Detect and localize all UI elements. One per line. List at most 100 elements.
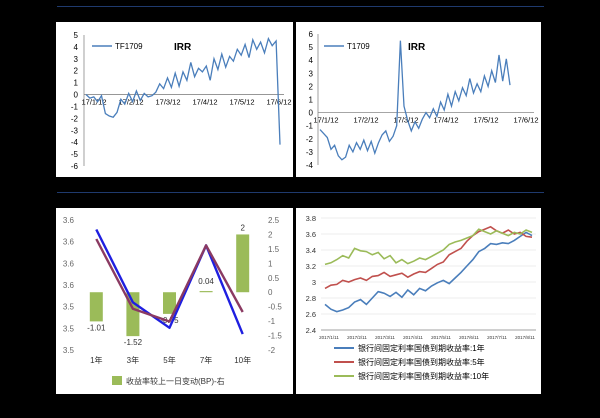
right-y-tick-label: 1.5: [268, 245, 280, 254]
legend-label: T1709: [347, 42, 370, 51]
x-tick-label: 2017/8/11: [515, 335, 535, 340]
y-tick-label: -2: [71, 114, 79, 123]
y-tick-label: 0: [74, 91, 79, 100]
left-y-tick-label: 3.6: [63, 259, 75, 268]
y-tick-label: -4: [71, 138, 79, 147]
category-label: 10年: [234, 355, 251, 365]
left-y-tick-label: 3.5: [63, 303, 75, 312]
right-y-tick-label: 2: [268, 230, 273, 239]
x-tick-label: 2017/3/11: [375, 335, 395, 340]
x-tick-label: 17/5/12: [473, 116, 498, 125]
x-tick-label: 17/1/12: [313, 116, 338, 125]
y-tick-label: 2.4: [306, 326, 316, 335]
y-tick-label: -3: [71, 126, 79, 135]
right-y-tick-label: 0.5: [268, 274, 280, 283]
y-tick-label: 6: [309, 30, 314, 39]
y-tick-label: -2: [306, 135, 314, 144]
bar-10年: [236, 234, 250, 293]
mid-rule: [57, 192, 544, 193]
x-tick-label: 17/5/12: [229, 98, 254, 107]
bar-7年: [199, 291, 213, 293]
x-tick-label: 17/2/12: [118, 98, 143, 107]
x-tick-label: 17/2/12: [353, 116, 378, 125]
x-tick-label: 2017/4/11: [403, 335, 423, 340]
y-tick-label: 3: [312, 278, 316, 287]
y-tick-label: 1: [309, 96, 314, 105]
right-y-tick-label: 2.5: [268, 216, 280, 225]
yield-series-line-0: [324, 231, 533, 313]
tf1709-irr-chart: 5 4 3 2 1 0 -1 -2 -3 -4 -5 -6 17/1/12 17/2/12 17/3/12 1…: [71, 31, 292, 171]
bar-data-label: -1.52: [124, 338, 143, 347]
series-line-t1709: [319, 40, 511, 161]
legend-label: 收益率较上一日变动(BP)-右: [126, 376, 225, 386]
y-tick-label: 4: [74, 43, 79, 52]
y-tick-label: 3: [309, 69, 314, 78]
yield-series-line-2: [324, 228, 533, 266]
y-tick-label: 5: [309, 43, 314, 52]
right-y-tick-label: 1: [268, 259, 273, 268]
bar-1年: [89, 292, 103, 322]
right-y-tick-label: -1: [268, 317, 276, 326]
t1709-irr-chart: 6 5 4 3 2 1 0 -1 -2 -3 -4 17/1/12 17/2/12 17/3/12 17/4…: [306, 30, 539, 170]
top-rule: [57, 6, 544, 7]
y-tick-label: -1: [306, 122, 314, 131]
y-tick-label: 2.8: [306, 294, 316, 303]
x-tick-label: 2017/6/11: [459, 335, 479, 340]
y-tick-label: -4: [306, 161, 314, 170]
y-tick-label: 3.6: [306, 230, 316, 239]
y-tick-label: 1: [74, 79, 79, 88]
chart-title: IRR: [174, 42, 192, 53]
yield-line-0: [95, 228, 244, 335]
y-tick-label: 0: [309, 109, 314, 118]
bar-data-label: 0.04: [198, 277, 214, 286]
yield-line-1: [95, 238, 244, 323]
y-tick-label: 3: [74, 55, 79, 64]
right-y-tick-label: -2: [268, 346, 276, 355]
y-tick-label: -5: [71, 150, 79, 159]
bar-5年: [163, 292, 176, 314]
legend-label: TF1709: [115, 42, 143, 51]
chart-panel-yield-change: 3.6 3.6 3.6 3.6 3.5 3.5 3.5 2.5 2 1.5 1 0.5 0 -0.5 -1 -…: [56, 208, 293, 394]
bar-data-label: -1.01: [87, 323, 106, 332]
y-tick-label: 3.2: [306, 262, 316, 271]
x-tick-label: 2017/5/11: [431, 335, 451, 340]
legend-label: 银行间固定利率国债到期收益率:10年: [358, 371, 489, 381]
x-tick-label: 2017/2/11: [347, 335, 367, 340]
category-label: 7年: [200, 355, 212, 365]
chart-panel-t1709: 6 5 4 3 2 1 0 -1 -2 -3 -4 17/1/12 17/2/12 17/3/12 17/4…: [296, 22, 541, 177]
x-tick-label: 17/4/12: [192, 98, 217, 107]
x-tick-label: 17/3/12: [393, 116, 418, 125]
category-label: 1年: [90, 355, 102, 365]
legend-label: 银行间固定利率国债到期收益率:1年: [358, 343, 485, 353]
legend-label: 银行间固定利率国债到期收益率:5年: [358, 357, 485, 367]
category-label: 5年: [163, 355, 175, 365]
left-y-tick-label: 3.6: [63, 216, 75, 225]
y-tick-label: 2: [74, 67, 79, 76]
x-tick-label: 17/6/12: [513, 116, 538, 125]
y-tick-label: 2: [309, 82, 314, 91]
left-y-tick-label: 3.5: [63, 346, 75, 355]
bar-data-label: 2: [240, 223, 245, 232]
x-tick-label: 17/3/12: [155, 98, 180, 107]
x-tick-label: 2017/7/11: [487, 335, 507, 340]
y-tick-label: 3.4: [306, 246, 316, 255]
right-y-tick-label: -1.5: [268, 332, 282, 341]
series-line-tf1709: [85, 36, 281, 145]
y-tick-label: -6: [71, 162, 79, 171]
yield-change-combo-chart: 3.6 3.6 3.6 3.6 3.5 3.5 3.5 2.5 2 1.5 1 0.5 0 -0.5 -1 -…: [63, 216, 282, 386]
left-y-tick-label: 3.6: [63, 281, 75, 290]
y-tick-label: -1: [71, 102, 79, 111]
chart-panel-tf1709: 5 4 3 2 1 0 -1 -2 -3 -4 -5 -6 17/1/12 17/2/12 17/3/12 1…: [56, 22, 293, 177]
x-tick-label: 17/4/12: [433, 116, 458, 125]
y-tick-label: 3.8: [306, 214, 316, 223]
right-y-tick-label: -0.5: [268, 303, 282, 312]
y-tick-label: 4: [309, 56, 314, 65]
category-label: 3年: [127, 355, 139, 365]
legend-swatch: [112, 376, 122, 385]
x-tick-label: 17/1/12: [81, 98, 106, 107]
x-tick-label: 2017/1/11: [319, 335, 339, 340]
left-y-tick-label: 3.6: [63, 238, 75, 247]
left-y-tick-label: 3.5: [63, 324, 75, 333]
y-tick-label: -3: [306, 148, 314, 157]
